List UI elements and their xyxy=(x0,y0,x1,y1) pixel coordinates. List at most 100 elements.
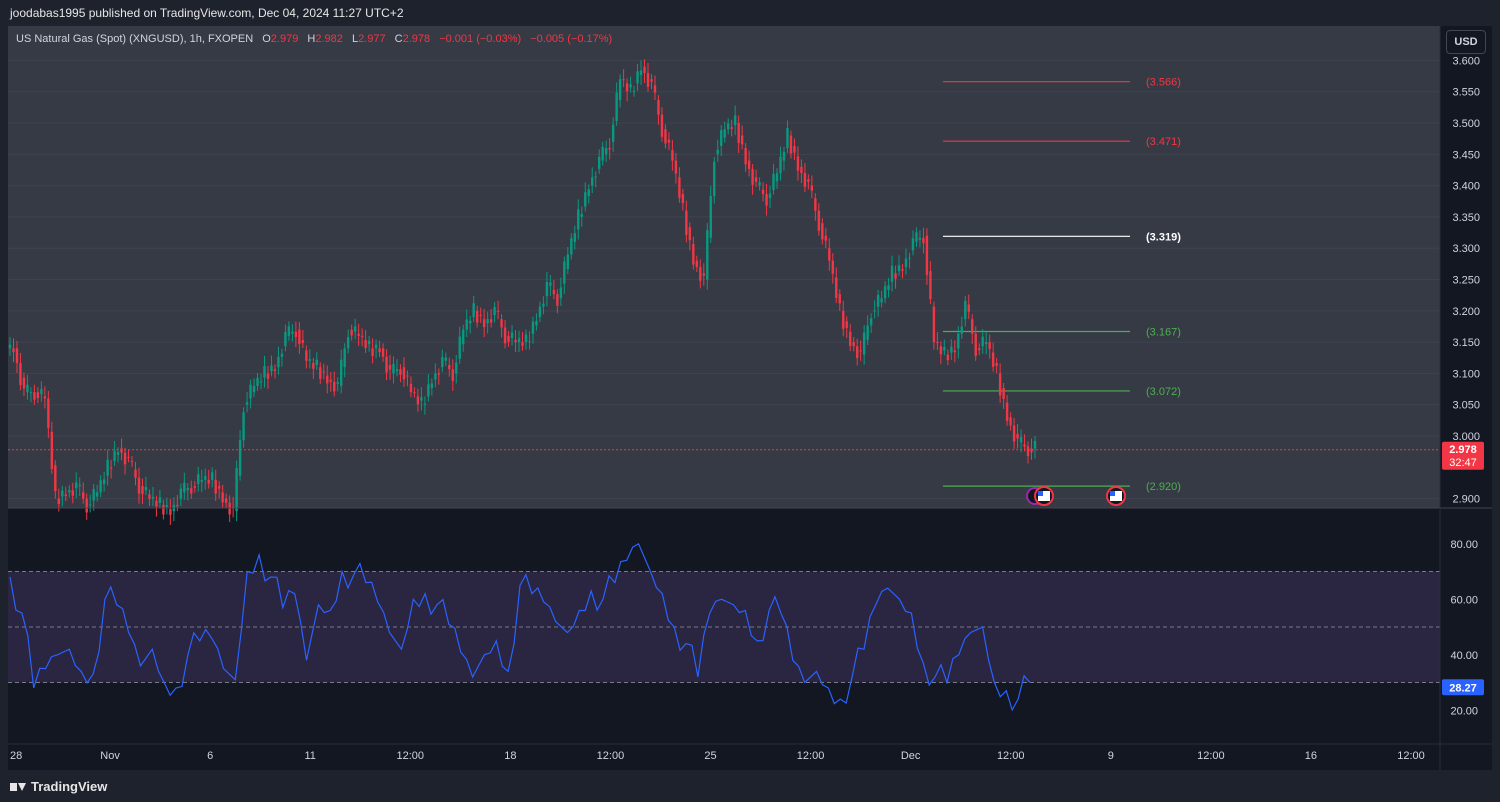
candle-body xyxy=(54,465,57,492)
time-tick: 9 xyxy=(1108,750,1114,762)
candle-body xyxy=(489,319,493,323)
candle-body xyxy=(266,373,270,379)
price-axis[interactable]: 3.600 3.550 3.500 3.450 3.400 3.350 3.300 3.250… xyxy=(1452,55,1480,505)
currency-button[interactable]: USD xyxy=(1446,30,1486,54)
candle-body xyxy=(688,227,692,241)
candle-body xyxy=(971,319,974,334)
candle-body xyxy=(761,189,765,194)
time-tick: Nov xyxy=(100,750,120,762)
candle-body xyxy=(329,379,332,382)
candle-body xyxy=(406,375,409,377)
candle-body xyxy=(486,319,489,324)
candle-body xyxy=(894,273,897,279)
time-tick: 12:00 xyxy=(397,750,425,762)
candle-body xyxy=(531,321,535,334)
candle-body xyxy=(169,509,172,515)
candle-body xyxy=(967,304,970,312)
rsi-axis[interactable]: 80.00 60.00 40.00 20.00 xyxy=(1450,539,1478,718)
candle-body xyxy=(458,336,461,359)
candle-body xyxy=(981,336,984,347)
candle-body xyxy=(726,123,730,130)
candle-body xyxy=(869,318,873,326)
time-axis[interactable]: 28 Nov 6 11 12:00 18 12:00 25 12:00 Dec 12:00 9 12:0… xyxy=(10,750,1425,762)
candle-body xyxy=(911,238,915,251)
candle-body xyxy=(1030,448,1033,453)
candle-body xyxy=(1002,388,1005,399)
candle-body xyxy=(284,332,287,347)
candle-body xyxy=(598,156,601,169)
time-tick: 28 xyxy=(10,750,22,762)
candle-body xyxy=(47,398,50,429)
candle-body xyxy=(197,474,200,485)
event-icons[interactable] xyxy=(1026,486,1126,506)
candle-body xyxy=(402,367,406,380)
candle-body xyxy=(556,294,559,306)
candle-body xyxy=(793,145,796,153)
candle-body xyxy=(427,384,430,397)
candle-body xyxy=(109,467,113,469)
candle-body xyxy=(702,273,705,276)
candle-body xyxy=(535,320,538,326)
brand-name: TradingView xyxy=(31,779,108,794)
candle-body xyxy=(754,177,758,182)
candle-body xyxy=(573,233,576,242)
candle-body xyxy=(887,285,890,290)
candle-body xyxy=(720,130,723,146)
candle-body xyxy=(441,357,444,368)
candle-body xyxy=(40,388,43,395)
candle-body xyxy=(998,373,1002,396)
chart-area[interactable]: (3.566) (3.471) (3.319) (3.167) (3.072) (2.92… xyxy=(8,26,1492,770)
candle-body xyxy=(810,185,814,191)
candle-body xyxy=(22,377,26,389)
candle-body xyxy=(385,356,388,373)
symbol-legend[interactable]: US Natural Gas (Spot) (XNGUSD), 1h, FXOP… xyxy=(16,33,612,45)
candle-body xyxy=(908,257,911,259)
candle-body xyxy=(92,489,95,501)
candle-body xyxy=(472,303,475,318)
time-tick: 12:00 xyxy=(1197,750,1225,762)
candle-body xyxy=(901,269,904,271)
candle-body xyxy=(228,502,231,515)
candle-body xyxy=(1019,436,1023,443)
symbol-title[interactable]: US Natural Gas (Spot) (XNGUSD), 1h, FXOP… xyxy=(16,33,254,45)
chart-svg[interactable]: (3.566) (3.471) (3.319) (3.167) (3.072) (2.92… xyxy=(8,26,1492,770)
rsi-tick: 40.00 xyxy=(1450,650,1478,662)
price-pane-background xyxy=(8,26,1440,508)
candle-body xyxy=(371,348,374,356)
price-tick: 3.000 xyxy=(1452,431,1480,443)
candle-body xyxy=(102,479,106,485)
candle-body xyxy=(939,346,943,355)
candle-body xyxy=(904,258,908,267)
candle-body xyxy=(43,396,47,399)
candle-body xyxy=(277,356,280,368)
candle-body xyxy=(524,334,528,343)
candle-body xyxy=(322,371,325,373)
candle-body xyxy=(270,365,273,372)
candle-body xyxy=(298,329,301,344)
tradingview-logo[interactable]: TradingView xyxy=(10,779,107,794)
candle-body xyxy=(106,459,109,476)
candle-body xyxy=(657,100,660,115)
candle-body xyxy=(151,496,155,499)
candle-body xyxy=(957,333,960,349)
candle-body xyxy=(747,160,751,169)
candle-body xyxy=(346,337,350,349)
candle-body xyxy=(699,267,702,281)
candle-body xyxy=(1026,446,1030,457)
price-tick: 2.900 xyxy=(1452,494,1480,506)
candle-body xyxy=(664,129,667,144)
candle-body xyxy=(183,482,186,493)
candle-body xyxy=(946,354,950,361)
candle-body xyxy=(437,373,441,375)
candle-body xyxy=(873,310,876,312)
candle-body xyxy=(308,359,312,361)
us-flag-icon-2-canton xyxy=(1110,491,1115,496)
candle-body xyxy=(521,342,524,346)
candle-body xyxy=(991,352,995,367)
candle-body xyxy=(409,383,413,393)
candle-body xyxy=(242,412,245,441)
us-flag-icon-body xyxy=(1038,491,1050,501)
candle-body xyxy=(643,66,646,73)
candle-body xyxy=(817,210,821,231)
candle-body xyxy=(890,265,894,282)
